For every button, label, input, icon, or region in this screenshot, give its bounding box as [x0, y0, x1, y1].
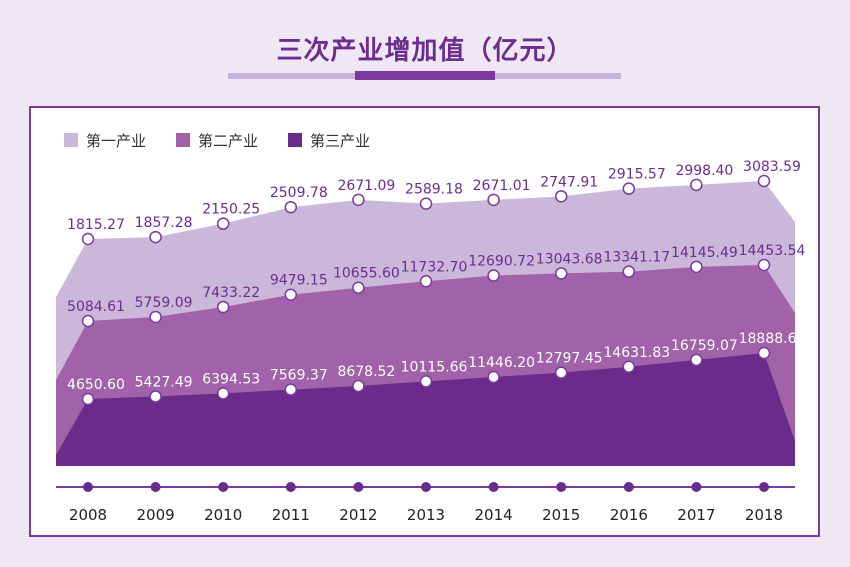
data-label: 6394.53 [202, 371, 260, 387]
data-point [352, 281, 365, 294]
data-label: 2589.18 [405, 182, 463, 198]
data-label: 3083.59 [743, 159, 801, 175]
x-axis-tick [556, 482, 567, 492]
legend-label: 第三产业 [310, 132, 370, 150]
data-point [690, 353, 703, 367]
data-label: 1815.27 [67, 217, 125, 233]
data-label: 5084.61 [67, 299, 125, 315]
x-tick-label: 2013 [407, 506, 445, 524]
x-axis-tick [83, 482, 93, 492]
data-point [622, 265, 636, 278]
data-point [81, 392, 95, 406]
data-point [487, 193, 500, 207]
data-label: 13341.17 [603, 250, 670, 266]
data-label: 2747.91 [540, 174, 598, 190]
data-point [554, 190, 568, 203]
x-axis-tick [691, 482, 702, 492]
legend-label: 第一产业 [86, 132, 146, 150]
x-tick-label: 2008 [69, 506, 107, 524]
title-underline-accent [355, 71, 495, 80]
data-label: 2998.40 [675, 163, 733, 179]
data-point [149, 310, 162, 324]
data-point [216, 217, 230, 230]
data-point [284, 288, 298, 301]
data-label: 9479.15 [270, 273, 328, 289]
x-tick-label: 2015 [542, 506, 580, 524]
data-point [690, 178, 703, 192]
data-point [622, 182, 636, 195]
data-point [757, 346, 771, 360]
data-label: 16759.07 [671, 338, 738, 354]
legend-swatch [176, 133, 190, 147]
data-point [284, 200, 298, 214]
x-axis-tick [623, 482, 634, 492]
data-point [81, 314, 95, 328]
legend-swatch [288, 133, 302, 147]
x-tick-label: 2011 [272, 506, 310, 524]
x-axis-tick [353, 482, 364, 492]
data-label: 12690.72 [468, 254, 535, 270]
data-label: 10115.66 [401, 359, 468, 375]
x-tick-label: 2014 [475, 506, 513, 524]
data-point [81, 232, 95, 246]
x-tick-label: 2018 [745, 506, 783, 524]
data-label: 2915.57 [608, 167, 666, 183]
data-point [554, 366, 568, 379]
data-label: 2150.25 [202, 202, 260, 218]
data-point [284, 383, 298, 396]
data-label: 10655.60 [333, 266, 400, 282]
data-label: 7433.22 [202, 285, 260, 301]
x-tick-label: 2016 [610, 506, 648, 524]
data-point [419, 375, 433, 388]
data-label: 18888.65 [739, 331, 806, 347]
legend-label: 第二产业 [198, 132, 258, 150]
data-point [690, 260, 703, 274]
data-label: 13043.68 [536, 251, 603, 267]
data-label: 12797.45 [536, 351, 603, 367]
data-point [149, 390, 162, 403]
data-point [622, 360, 636, 374]
data-label: 1857.28 [135, 215, 193, 231]
data-point [757, 258, 771, 272]
data-point [554, 267, 568, 280]
data-label: 14631.83 [603, 345, 670, 361]
x-tick-label: 2012 [339, 506, 377, 524]
x-tick-label: 2017 [677, 506, 715, 524]
data-point [419, 197, 433, 210]
data-label: 14453.54 [739, 243, 806, 259]
x-axis-tick [421, 482, 431, 492]
x-tick-label: 2009 [137, 506, 175, 524]
x-axis-tick [285, 482, 296, 492]
x-tick-label: 2010 [204, 506, 242, 524]
data-label: 7569.37 [270, 368, 328, 384]
data-point [757, 174, 771, 188]
chart-title: 三次产业增加值（亿元） [276, 36, 574, 66]
data-point [487, 269, 500, 282]
data-point [419, 275, 433, 288]
data-point [216, 300, 230, 314]
data-label: 11732.70 [401, 259, 468, 275]
data-label: 2671.09 [337, 178, 395, 194]
data-label: 8678.52 [337, 364, 395, 380]
data-label: 4650.60 [67, 377, 125, 393]
x-axis-tick [150, 482, 161, 492]
data-point [352, 193, 365, 207]
data-label: 11446.20 [468, 355, 535, 371]
data-label: 14145.49 [671, 245, 738, 261]
x-axis-tick [759, 482, 769, 492]
x-axis-tick [488, 482, 499, 492]
data-label: 2509.78 [270, 185, 328, 201]
data-point [352, 379, 365, 393]
x-axis-tick [218, 482, 229, 492]
data-point [216, 387, 230, 400]
data-label: 5427.49 [135, 374, 193, 390]
data-label: 5759.09 [135, 295, 193, 311]
area-3 [56, 353, 795, 466]
data-point [149, 230, 162, 244]
data-point [487, 370, 500, 384]
data-label: 2671.01 [473, 178, 531, 194]
legend-swatch [64, 133, 78, 147]
